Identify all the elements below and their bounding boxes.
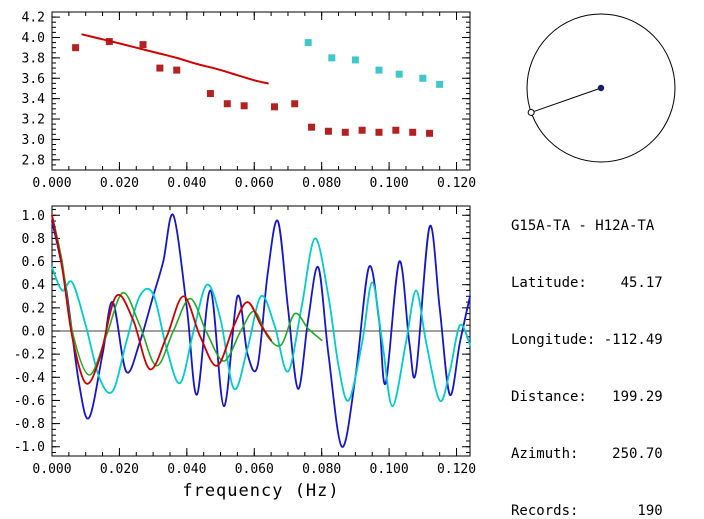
group-velocity-high-branch-marker xyxy=(351,56,359,64)
y-tick-label: 3.6 xyxy=(22,72,45,87)
y-tick-label: -1.0 xyxy=(14,440,45,455)
plot-frame xyxy=(51,11,471,171)
stack-spectrum-cyan-line xyxy=(51,237,471,408)
x-tick-label: 0.040 xyxy=(167,462,206,477)
x-tick-label: 0.100 xyxy=(370,462,409,477)
correlation-plot: 0.000 0.020 0.040 0.060 0.080 0.100 0.120 -1.0 -… xyxy=(14,205,476,477)
group-velocity-low-branch-marker xyxy=(72,44,80,52)
group-velocity-low-branch-markers xyxy=(72,38,434,137)
remote-station-marker xyxy=(527,108,535,116)
x-tick-label: 0.020 xyxy=(100,176,139,191)
stack-spectrum-blue-line xyxy=(51,213,471,448)
group-velocity-low-branch-marker xyxy=(291,100,299,108)
group-velocity-low-branch-marker xyxy=(426,129,434,137)
group-velocity-low-branch-marker xyxy=(324,127,332,135)
x-tick-label: 0.120 xyxy=(437,176,476,191)
group-velocity-low-branch-marker xyxy=(173,66,181,74)
y-tick-label: 4.0 xyxy=(22,31,45,46)
y-tick-label: 0.0 xyxy=(22,325,45,340)
y-tick-label: -0.8 xyxy=(14,417,45,432)
x-axis-title: frequency (Hz) xyxy=(182,481,340,501)
fitted-spectrum-green-line xyxy=(51,214,323,376)
x-tick-label: 0.020 xyxy=(100,462,139,477)
group-velocity-low-branch-marker xyxy=(156,64,164,72)
group-velocity-low-branch-marker xyxy=(409,128,417,136)
group-velocity-high-branch-marker xyxy=(436,80,444,88)
dispersion-plot: 0.000 0.020 0.040 0.060 0.080 0.100 0.120 2.8 3.… xyxy=(22,11,477,191)
group-velocity-low-branch-marker xyxy=(223,100,231,108)
reference-dispersion-curve-line xyxy=(81,33,269,85)
group-velocity-low-branch-marker xyxy=(139,41,147,49)
group-velocity-low-branch-marker xyxy=(341,128,349,136)
fitted-spectrum-red-line xyxy=(51,214,273,385)
x-tick-label: 0.000 xyxy=(32,462,71,477)
y-tick-label: 3.0 xyxy=(22,133,45,148)
group-velocity-high-branch-marker xyxy=(328,54,336,62)
great-circle xyxy=(526,13,676,163)
x-tick-label: 0.080 xyxy=(302,176,341,191)
group-velocity-low-branch-marker xyxy=(240,102,248,110)
latitude-line: Latitude: 45.17 xyxy=(511,275,663,291)
group-velocity-low-branch-marker xyxy=(308,123,316,131)
azimuth-diagram xyxy=(526,13,676,163)
y-tick-label: 2.8 xyxy=(22,153,45,168)
group-velocity-high-branch-marker xyxy=(419,74,427,82)
group-velocity-high-branch-marker xyxy=(304,39,312,47)
group-velocity-high-branch-marker xyxy=(395,70,403,78)
tick-marks xyxy=(51,206,470,456)
group-velocity-low-branch-marker xyxy=(375,128,383,136)
group-velocity-low-branch-marker xyxy=(358,126,366,134)
y-tick-label: 3.2 xyxy=(22,113,45,128)
y-tick-label: -0.6 xyxy=(14,394,45,409)
y-tick-label: 1.0 xyxy=(22,209,45,224)
azimuth-line-label: Azimuth: 250.70 xyxy=(511,446,663,462)
y-tick-label: 0.2 xyxy=(22,301,45,316)
station-info: G15A-TA - H12A-TA Latitude: 45.17 Longit… xyxy=(511,179,663,519)
x-tick-label: 0.100 xyxy=(370,176,409,191)
tick-marks xyxy=(51,11,470,171)
y-tick-label: 0.8 xyxy=(22,232,45,247)
center-station-marker xyxy=(597,84,605,92)
y-tick-label: -0.2 xyxy=(14,348,45,363)
y-tick-label: 0.6 xyxy=(22,255,45,270)
y-tick-label: 3.4 xyxy=(22,92,46,107)
x-tick-label: 0.120 xyxy=(437,462,476,477)
x-tick-label: 0.060 xyxy=(235,176,274,191)
group-velocity-low-branch-marker xyxy=(270,103,278,111)
x-tick-label: 0.000 xyxy=(32,176,71,191)
y-tick-label: 3.8 xyxy=(22,51,45,66)
y-tick-label: 0.4 xyxy=(22,278,46,293)
group-velocity-low-branch-marker xyxy=(206,90,214,98)
azimuth-path-line xyxy=(530,87,602,113)
group-velocity-high-branch-marker xyxy=(375,66,383,74)
distance-line: Distance: 199.29 xyxy=(511,389,663,405)
x-tick-label: 0.080 xyxy=(302,462,341,477)
y-tick-label: 4.2 xyxy=(22,11,45,26)
longitude-line: Longitude: -112.49 xyxy=(511,332,663,348)
x-tick-label: 0.040 xyxy=(167,176,206,191)
records-line: Records: 190 xyxy=(511,503,663,519)
group-velocity-low-branch-marker xyxy=(392,126,400,134)
y-tick-label: -0.4 xyxy=(14,371,45,386)
group-velocity-high-branch-markers xyxy=(304,39,444,88)
station-pair: G15A-TA - H12A-TA xyxy=(511,218,655,234)
x-tick-label: 0.060 xyxy=(235,462,274,477)
